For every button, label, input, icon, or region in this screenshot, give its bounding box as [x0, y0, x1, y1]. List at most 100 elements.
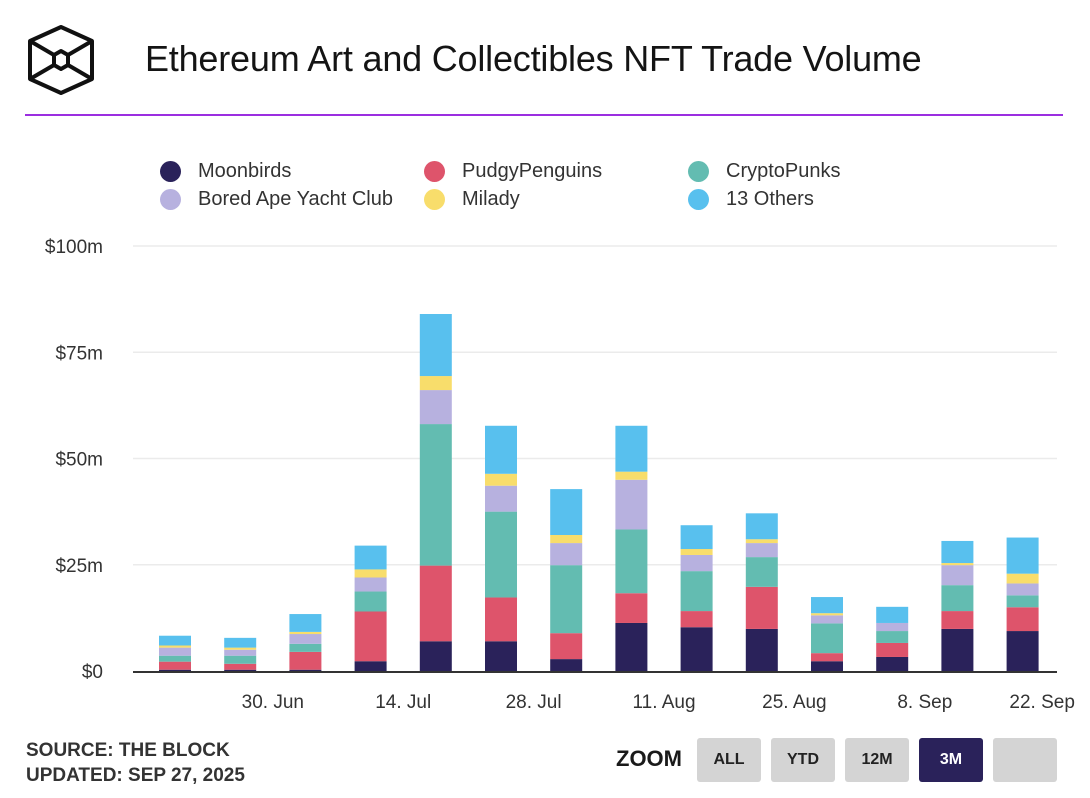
zoom-ytd-button[interactable]: YTD: [771, 738, 835, 782]
bar-stack[interactable]: [941, 540, 974, 671]
bar-segment-milady[interactable]: [224, 647, 257, 650]
bar-segment-13-others[interactable]: [224, 637, 257, 648]
bar-segment-milady[interactable]: [354, 569, 387, 578]
bar-segment-bored-ape-yacht-club[interactable]: [224, 649, 257, 656]
bar-segment-moonbirds[interactable]: [680, 627, 713, 671]
bar-segment-cryptopunks[interactable]: [159, 655, 191, 662]
bar-segment-milady[interactable]: [1006, 573, 1039, 584]
bar-segment-pudgypenguins[interactable]: [159, 661, 191, 670]
legend-item-13-others[interactable]: 13 Others: [688, 185, 814, 213]
bar-segment-milady[interactable]: [485, 473, 517, 486]
legend-item-moonbirds[interactable]: Moonbirds: [160, 157, 291, 185]
bar-segment-bored-ape-yacht-club[interactable]: [745, 543, 778, 558]
bar-segment-pudgypenguins[interactable]: [615, 593, 648, 623]
bar-segment-milady[interactable]: [811, 613, 843, 616]
bar-segment-moonbirds[interactable]: [745, 628, 778, 671]
zoom-blank-button[interactable]: [993, 738, 1057, 782]
bar-segment-pudgypenguins[interactable]: [224, 663, 257, 670]
bar-segment-moonbirds[interactable]: [485, 641, 517, 671]
bar-segment-pudgypenguins[interactable]: [289, 651, 322, 670]
bar-segment-moonbirds[interactable]: [1006, 631, 1039, 671]
bar-stack[interactable]: [680, 525, 713, 671]
bar-segment-bored-ape-yacht-club[interactable]: [354, 577, 387, 592]
bar-segment-pudgypenguins[interactable]: [811, 653, 843, 662]
bar-segment-moonbirds[interactable]: [419, 641, 452, 671]
bar-segment-13-others[interactable]: [485, 425, 517, 474]
bar-stack[interactable]: [615, 425, 648, 671]
bar-segment-cryptopunks[interactable]: [745, 557, 778, 587]
bar-segment-pudgypenguins[interactable]: [419, 565, 452, 642]
bar-segment-bored-ape-yacht-club[interactable]: [680, 554, 713, 572]
bar-segment-13-others[interactable]: [354, 545, 387, 570]
bar-segment-cryptopunks[interactable]: [615, 529, 648, 594]
bar-segment-milady[interactable]: [159, 645, 191, 648]
bar-segment-moonbirds[interactable]: [615, 622, 648, 671]
legend-item-cryptopunks[interactable]: CryptoPunks: [688, 157, 841, 185]
bar-segment-pudgypenguins[interactable]: [941, 611, 974, 629]
bar-segment-pudgypenguins[interactable]: [485, 597, 517, 642]
bar-segment-13-others[interactable]: [615, 425, 648, 472]
bar-segment-moonbirds[interactable]: [876, 656, 909, 671]
bar-segment-cryptopunks[interactable]: [419, 424, 452, 566]
bar-segment-13-others[interactable]: [680, 525, 713, 550]
zoom-all-button[interactable]: ALL: [697, 738, 761, 782]
bar-segment-pudgypenguins[interactable]: [550, 633, 583, 660]
zoom-12m-button[interactable]: 12M: [845, 738, 909, 782]
bar-segment-bored-ape-yacht-club[interactable]: [419, 390, 452, 425]
legend-item-bored-ape-yacht-club[interactable]: Bored Ape Yacht Club: [160, 185, 393, 213]
bar-segment-bored-ape-yacht-club[interactable]: [289, 634, 322, 644]
bar-segment-bored-ape-yacht-club[interactable]: [615, 479, 648, 530]
bar-stack[interactable]: [224, 637, 257, 671]
bar-segment-pudgypenguins[interactable]: [745, 586, 778, 629]
bar-segment-13-others[interactable]: [1006, 537, 1039, 574]
bar-segment-13-others[interactable]: [159, 635, 191, 646]
bar-stack[interactable]: [550, 489, 583, 671]
bar-segment-milady[interactable]: [941, 563, 974, 566]
bar-segment-cryptopunks[interactable]: [680, 571, 713, 612]
bar-segment-moonbirds[interactable]: [354, 661, 387, 671]
bar-segment-cryptopunks[interactable]: [941, 585, 974, 612]
bar-segment-pudgypenguins[interactable]: [876, 642, 909, 657]
bar-stack[interactable]: [289, 614, 322, 671]
bar-stack[interactable]: [745, 513, 778, 671]
bar-segment-moonbirds[interactable]: [159, 669, 191, 671]
bar-segment-milady[interactable]: [745, 539, 778, 544]
bar-segment-bored-ape-yacht-club[interactable]: [159, 647, 191, 656]
bar-segment-pudgypenguins[interactable]: [354, 611, 387, 662]
bar-segment-moonbirds[interactable]: [224, 669, 257, 671]
bar-segment-13-others[interactable]: [419, 314, 452, 377]
bar-segment-pudgypenguins[interactable]: [1006, 607, 1039, 632]
bar-segment-bored-ape-yacht-club[interactable]: [1006, 583, 1039, 596]
bar-segment-milady[interactable]: [680, 549, 713, 555]
bar-stack[interactable]: [159, 635, 191, 671]
bar-segment-milady[interactable]: [419, 376, 452, 391]
bar-stack[interactable]: [485, 425, 517, 671]
bar-segment-cryptopunks[interactable]: [224, 655, 257, 664]
legend-item-milady[interactable]: Milady: [424, 185, 520, 213]
bar-segment-13-others[interactable]: [550, 489, 583, 535]
bar-segment-13-others[interactable]: [289, 614, 322, 632]
bar-segment-13-others[interactable]: [941, 540, 974, 564]
bar-stack[interactable]: [876, 606, 909, 671]
bar-segment-moonbirds[interactable]: [289, 669, 322, 671]
bar-stack[interactable]: [1006, 537, 1039, 671]
bar-segment-bored-ape-yacht-club[interactable]: [941, 565, 974, 586]
bar-segment-bored-ape-yacht-club[interactable]: [811, 615, 843, 624]
bar-segment-milady[interactable]: [289, 631, 322, 635]
bar-segment-13-others[interactable]: [745, 513, 778, 540]
bar-segment-moonbirds[interactable]: [941, 628, 974, 671]
bar-segment-cryptopunks[interactable]: [289, 643, 322, 652]
bar-segment-cryptopunks[interactable]: [354, 591, 387, 612]
bar-segment-13-others[interactable]: [876, 606, 909, 623]
bar-segment-13-others[interactable]: [811, 597, 843, 614]
bar-segment-moonbirds[interactable]: [811, 661, 843, 671]
bar-segment-milady[interactable]: [550, 535, 583, 544]
bar-segment-bored-ape-yacht-club[interactable]: [550, 543, 583, 566]
bar-segment-cryptopunks[interactable]: [550, 565, 583, 634]
zoom-3m-button[interactable]: 3M: [919, 738, 983, 782]
bar-segment-milady[interactable]: [615, 471, 648, 480]
bar-segment-bored-ape-yacht-club[interactable]: [876, 622, 909, 632]
bar-segment-cryptopunks[interactable]: [485, 511, 517, 598]
bar-segment-pudgypenguins[interactable]: [680, 611, 713, 628]
bar-segment-cryptopunks[interactable]: [876, 631, 909, 643]
